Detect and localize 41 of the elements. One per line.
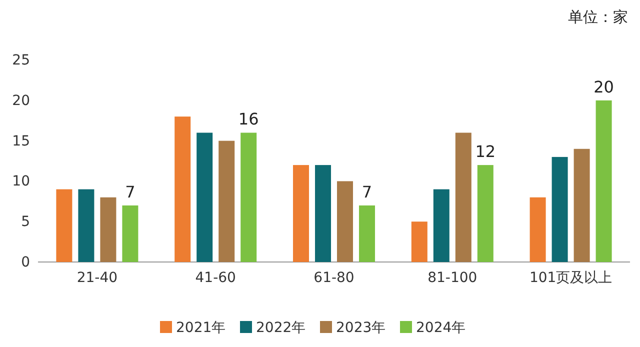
bar xyxy=(240,132,257,262)
bar xyxy=(552,156,568,262)
text: 单位：家 xyxy=(568,8,628,26)
data-label: 12 xyxy=(475,142,496,162)
x-tick-label: 81-100 xyxy=(428,270,478,286)
y-tick-label: 20 xyxy=(12,92,30,109)
data-label: 16 xyxy=(238,110,259,129)
data-label: 20 xyxy=(594,77,614,96)
bar xyxy=(122,205,138,262)
bar xyxy=(455,132,472,262)
y-tick-label: 25 xyxy=(12,52,30,68)
bar xyxy=(411,222,428,262)
y-tick-label: 5 xyxy=(21,214,30,230)
legend-label: 2023年 xyxy=(336,320,386,336)
y-tick-label: 15 xyxy=(12,133,30,150)
bar xyxy=(596,100,612,262)
data-label: 7 xyxy=(362,182,372,202)
data-label: 7 xyxy=(125,182,136,202)
bar xyxy=(56,189,72,262)
bar xyxy=(477,165,494,262)
bar xyxy=(78,189,94,262)
legend-label: 2021年 xyxy=(176,320,226,336)
bar xyxy=(574,148,590,262)
bar xyxy=(315,165,331,262)
bar xyxy=(196,132,213,262)
bar xyxy=(293,165,309,262)
bar xyxy=(359,205,375,262)
x-tick-label: 41-60 xyxy=(195,270,236,286)
bar xyxy=(100,197,116,262)
bar xyxy=(218,140,235,262)
x-tick-label: 61-80 xyxy=(314,270,354,286)
x-tick-label: 101页及以上 xyxy=(529,270,612,286)
bar xyxy=(530,197,546,262)
bar xyxy=(337,181,353,262)
bar xyxy=(433,189,450,262)
y-tick-label: 10 xyxy=(12,174,30,190)
legend-label: 2022年 xyxy=(256,320,306,336)
x-tick-label: 21-40 xyxy=(76,270,118,286)
y-tick-label: 0 xyxy=(21,254,30,270)
bar xyxy=(174,116,191,262)
legend-label: 2024年 xyxy=(416,320,466,336)
